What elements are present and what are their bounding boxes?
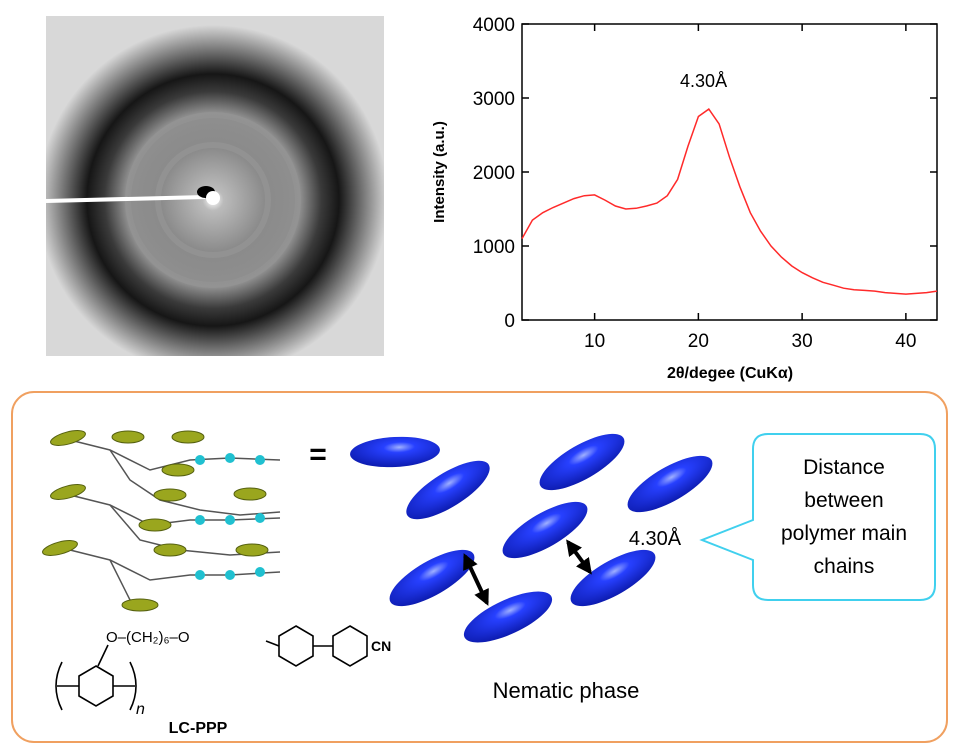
callout-line: Distance: [803, 456, 885, 479]
schematic-panel: = 4.30Å Distance between polymer main ch…: [11, 391, 948, 743]
y-tick-label: 2000: [473, 163, 515, 184]
distance-arrow: [463, 553, 489, 606]
x-tick-label: 10: [584, 331, 605, 352]
y-tick-label: 1000: [473, 237, 515, 258]
end-group: CN: [371, 638, 391, 654]
callout-box: [699, 433, 936, 601]
x-tick-label: 40: [895, 331, 916, 352]
y-tick-label: 0: [504, 311, 515, 332]
intensity-line: [521, 108, 938, 295]
phase-label: Nematic phase: [493, 678, 640, 703]
compound-name: LC-PPP: [169, 720, 228, 737]
ellipsoids: [350, 433, 713, 643]
distance-arrow: [566, 539, 592, 575]
xrd-chart: Intensity (a.u.) 2θ/degee (CuKα) 0 1000 20…: [431, 15, 938, 382]
chemical-structure: [55, 625, 368, 711]
callout-line: chains: [814, 555, 875, 578]
diffraction-image: [45, 16, 384, 356]
polymer-model: [42, 430, 281, 612]
callout-line: between: [804, 489, 883, 512]
equals-sign: =: [309, 438, 327, 471]
x-tick-label: 30: [792, 331, 813, 352]
y-tick-label: 3000: [473, 89, 515, 110]
repeat-index: n: [136, 701, 145, 718]
plot-frame: [521, 23, 938, 321]
y-tick-label: 4000: [473, 15, 515, 36]
distance-label: 4.30Å: [629, 527, 682, 550]
callout-line: polymer main: [781, 522, 907, 545]
y-axis-label: Intensity (a.u.): [431, 121, 448, 223]
x-axis-label: 2θ/degee (CuKα): [667, 365, 793, 382]
x-tick-label: 20: [688, 331, 709, 352]
peak-annotation: 4.30Å: [680, 71, 727, 91]
spacer-formula: O–(CH₂)₆–O: [106, 629, 190, 646]
